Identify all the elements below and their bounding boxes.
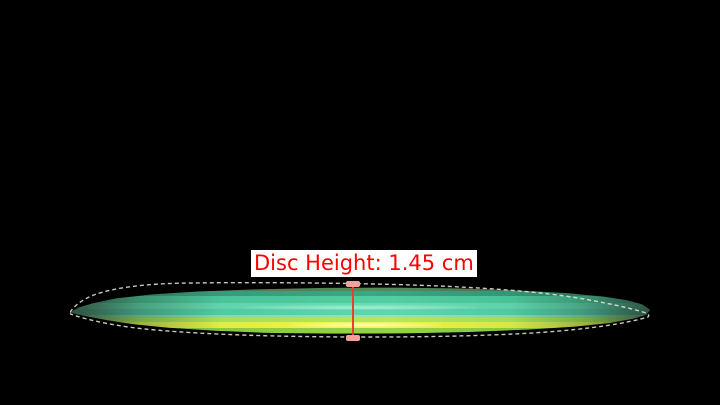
disc-specular-highlight-yellow (290, 321, 442, 328)
measurement-label: Disc Height: 1.45 cm (251, 250, 477, 277)
disc-band-rim-top (70, 281, 650, 286)
disc-band-rim-bottom (70, 338, 650, 341)
disc-silhouette (70, 281, 650, 341)
flying-disc-object (70, 281, 650, 341)
measurement-cap-top (346, 281, 360, 287)
measurement-cap-bottom (346, 335, 360, 341)
measurement-line (346, 281, 360, 341)
disc-band-green-dark (70, 333, 650, 334)
disc-tip-shading-right (510, 287, 650, 334)
disc-specular-highlight-teal (244, 305, 476, 311)
disc-tip-shading-left (70, 287, 221, 334)
